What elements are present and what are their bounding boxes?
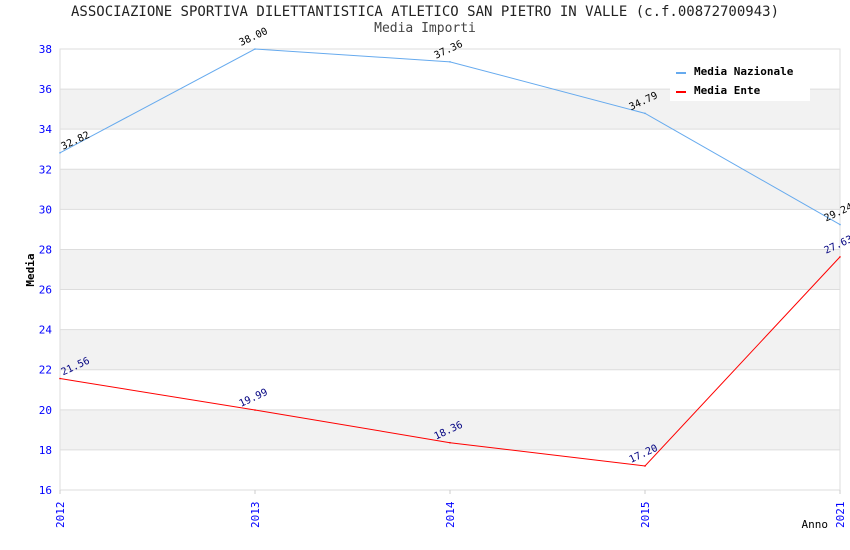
legend-label-ente: Media Ente (694, 84, 761, 97)
y-tick-label: 36 (39, 83, 52, 96)
x-tick-label: 2012 (54, 502, 67, 529)
data-point (644, 112, 646, 115)
data-label: 19.99 (238, 387, 270, 410)
legend-swatch-ente (676, 91, 686, 93)
y-tick-label: 28 (39, 243, 52, 256)
y-tick-label: 32 (39, 163, 52, 176)
y-axis-label: Media (24, 253, 37, 286)
legend-box (670, 60, 810, 101)
x-tick-label: 2013 (249, 502, 262, 529)
y-tick-label: 24 (39, 324, 53, 337)
chart-title: ASSOCIAZIONE SPORTIVA DILETTANTISTICA AT… (71, 4, 779, 20)
chart-subtitle: Media Importi (374, 21, 476, 36)
data-point (254, 48, 256, 50)
data-point (644, 465, 646, 467)
x-tick-label: 2021 (834, 502, 847, 529)
grid-band (60, 169, 840, 210)
legend-swatch-nazionale (676, 72, 686, 74)
data-point (839, 256, 841, 258)
data-label: 37.36 (433, 39, 465, 62)
grid-band (60, 329, 840, 370)
data-label: 38.00 (238, 26, 270, 49)
data-point (839, 223, 841, 226)
y-tick-label: 26 (39, 284, 52, 297)
y-tick-label: 34 (39, 123, 53, 136)
y-tick-label: 38 (39, 43, 52, 56)
legend: Media Nazionale Media Ente (670, 60, 810, 101)
x-tick-label: 2014 (444, 501, 457, 528)
data-point (449, 61, 451, 63)
y-tick-label: 22 (39, 364, 52, 377)
data-point (254, 409, 256, 411)
data-label: 32.82 (60, 130, 92, 153)
y-tick-label: 20 (39, 404, 52, 417)
y-tick-label: 16 (39, 484, 52, 497)
x-axis-label: Anno (802, 518, 829, 531)
data-point (59, 152, 61, 154)
legend-label-nazionale: Media Nazionale (694, 65, 794, 78)
data-point (59, 377, 61, 380)
y-tick-label: 18 (39, 444, 52, 457)
data-point (449, 441, 451, 444)
grid-band (60, 249, 840, 290)
x-tick-label: 2015 (639, 502, 652, 529)
y-tick-label: 30 (39, 203, 52, 216)
